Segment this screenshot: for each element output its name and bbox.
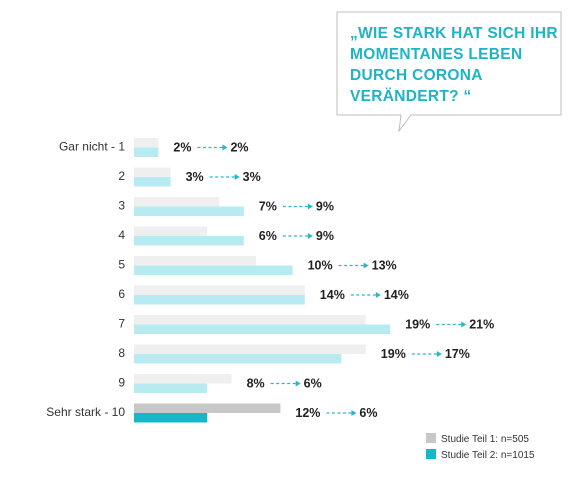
question-line-2: MOMENTANES LEBEN <box>350 46 522 63</box>
arrow-head-icon-row-2 <box>234 174 240 180</box>
arrow-head-icon-row-4 <box>307 233 313 239</box>
category-label-row-2: 2 <box>118 169 125 183</box>
bar-series-1-row-9 <box>134 374 232 384</box>
bar-series-2-row-1 <box>134 147 159 157</box>
value-label-series-1-row-4: 6% <box>259 229 277 243</box>
value-label-series-1-row-2: 3% <box>186 170 204 184</box>
legend-label-series-1: Studie Teil 1: n=505 <box>441 434 529 445</box>
value-label-series-1-row-6: 14% <box>320 288 345 302</box>
question-bubble: „WIE STARK HAT SICH IHR MOMENTANES LEBEN… <box>336 11 562 133</box>
arrow-head-icon-row-5 <box>363 262 369 269</box>
bar-series-1-row-2 <box>134 167 171 177</box>
category-label-row-3: 3 <box>118 199 125 213</box>
value-label-series-2-row-9: 6% <box>304 377 322 391</box>
arrow-head-icon-row-1 <box>222 144 228 151</box>
value-label-series-1-row-5: 10% <box>308 259 333 273</box>
bar-series-1-row-5 <box>134 256 256 266</box>
bar-series-1-row-8 <box>134 344 366 354</box>
bar-series-2-row-6 <box>134 295 305 305</box>
value-label-series-2-row-7: 21% <box>469 318 494 332</box>
value-label-series-1-row-9: 8% <box>247 377 265 391</box>
bar-series-2-row-5 <box>134 265 293 275</box>
bar-series-1-row-7 <box>134 315 366 325</box>
bars-layer: Gar nicht - 1 2% 2% 2 3% 3% 3 7% 9% 4 6% 9% 5 10% 13% 6… <box>46 138 494 423</box>
question-bubble-outline <box>336 11 562 133</box>
question-line-3: DURCH CORONA <box>350 67 483 84</box>
bar-series-1-row-1 <box>134 138 159 148</box>
arrow-head-icon-row-7 <box>461 321 467 328</box>
value-label-series-1-row-8: 19% <box>381 347 406 361</box>
category-label-row-7: 7 <box>118 317 125 331</box>
value-label-series-1-row-1: 2% <box>173 141 191 155</box>
value-label-series-2-row-3: 9% <box>316 200 334 214</box>
value-label-series-2-row-10: 6% <box>359 406 377 420</box>
bar-series-2-row-9 <box>134 383 208 393</box>
category-label-row-10: Sehr stark - 10 <box>46 405 125 419</box>
category-label-row-9: 9 <box>118 376 125 390</box>
question-line-1: „WIE STARK HAT SICH IHR <box>350 25 558 42</box>
value-label-series-1-row-10: 12% <box>295 406 320 420</box>
bar-series-2-row-7 <box>134 324 391 334</box>
value-label-series-2-row-1: 2% <box>230 141 248 155</box>
category-label-row-1: Gar nicht - 1 <box>59 140 125 154</box>
category-label-row-5: 5 <box>118 258 125 272</box>
bar-series-1-row-10 <box>134 403 281 413</box>
arrow-head-icon-row-6 <box>375 292 381 298</box>
arrow-head-icon-row-8 <box>436 351 442 357</box>
category-label-row-8: 8 <box>118 346 125 360</box>
bar-series-1-row-3 <box>134 197 220 207</box>
bar-series-1-row-4 <box>134 226 208 236</box>
value-label-series-2-row-6: 14% <box>384 288 409 302</box>
bar-series-1-row-6 <box>134 285 305 295</box>
category-label-row-4: 4 <box>118 228 125 242</box>
bar-series-2-row-3 <box>134 206 244 216</box>
legend: Studie Teil 1: n=505 Studie Teil 2: n=10… <box>426 433 535 461</box>
value-label-series-1-row-3: 7% <box>259 200 277 214</box>
value-label-series-2-row-2: 3% <box>243 170 261 184</box>
arrow-head-icon-row-9 <box>295 380 301 387</box>
value-label-series-1-row-7: 19% <box>405 318 430 332</box>
bar-series-2-row-4 <box>134 236 244 246</box>
arrow-head-icon-row-3 <box>307 203 313 210</box>
bar-series-2-row-2 <box>134 177 171 187</box>
legend-label-series-2: Studie Teil 2: n=1015 <box>441 450 535 461</box>
bar-series-2-row-8 <box>134 354 342 364</box>
arrow-head-icon-row-10 <box>351 410 357 416</box>
value-label-series-2-row-4: 9% <box>316 229 334 243</box>
question-line-4: VERÄNDERT? “ <box>350 88 472 105</box>
category-label-row-6: 6 <box>118 287 125 301</box>
legend-swatch-series-2 <box>426 449 436 459</box>
value-label-series-2-row-5: 13% <box>372 259 397 273</box>
legend-swatch-series-1 <box>426 433 436 443</box>
bar-series-2-row-10 <box>134 413 208 423</box>
value-label-series-2-row-8: 17% <box>445 347 470 361</box>
